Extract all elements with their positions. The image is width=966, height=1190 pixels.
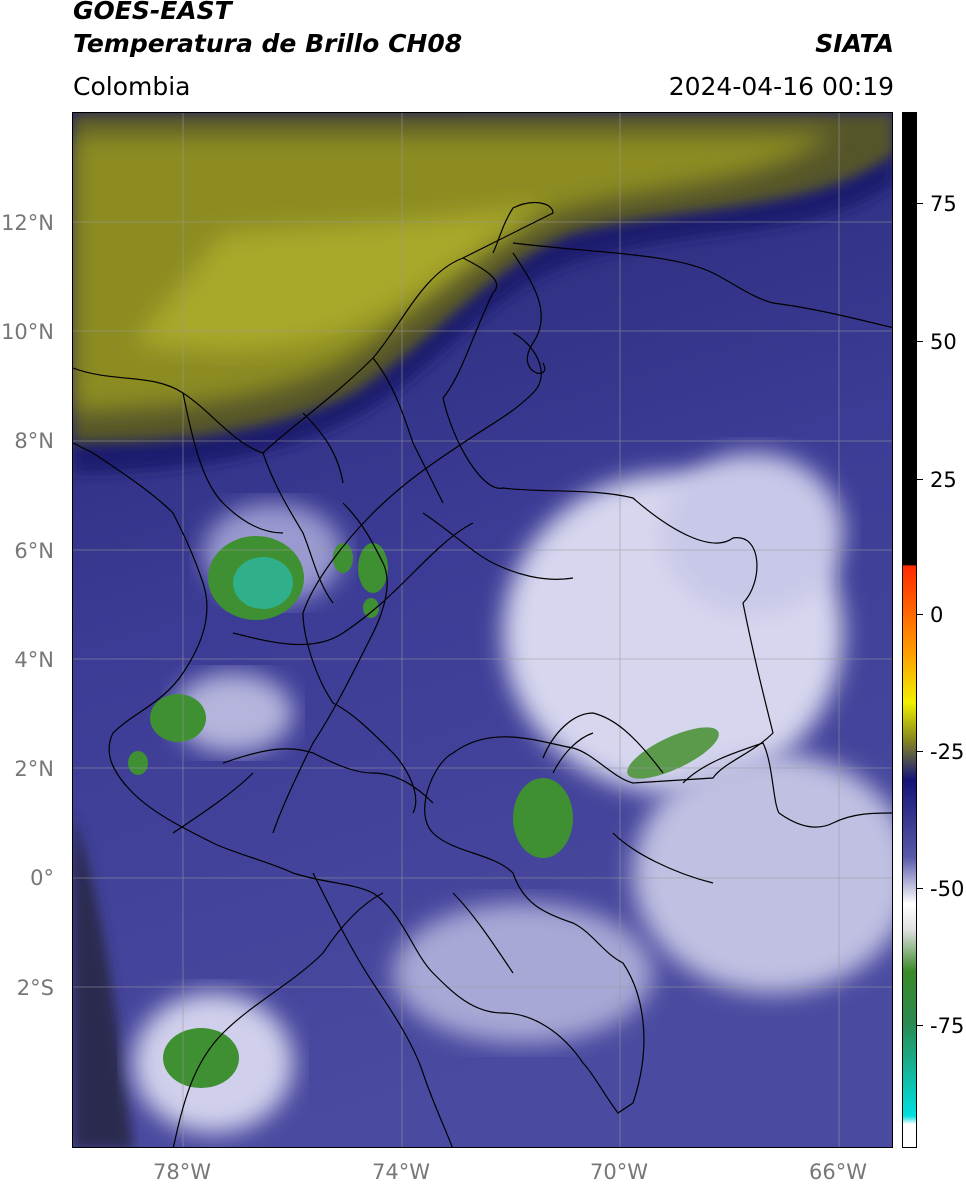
colorbar-tick-mark [917,888,923,889]
lon-tick: 66°W [809,1160,867,1184]
brightness-temperature-field [73,113,892,1147]
lon-tick: 70°W [590,1160,648,1184]
colorbar-tick: 50 [930,330,957,354]
colorbar [902,112,917,1148]
colorbar-tick: -75 [930,1014,965,1038]
lat-tick: 8°N [14,429,54,453]
colorbar-tick-mark [917,751,923,752]
colorbar-tick-mark [917,479,923,480]
colorbar-tick: 0 [930,603,944,627]
lat-tick: 4°N [14,648,54,672]
lat-tick: 10°N [1,320,54,344]
product-subtitle: Temperatura de Brillo CH08 [73,29,463,58]
satellite-map [72,112,893,1148]
organization-label: SIATA [815,29,894,58]
lon-tick: 78°W [153,1160,211,1184]
lat-tick: 12°N [1,211,54,235]
lat-tick: 2°S [16,976,54,1000]
colorbar-gradient [903,113,916,1147]
region-label: Colombia [73,72,191,101]
colorbar-tick: -50 [930,877,965,901]
colorbar-tick-mark [917,341,923,342]
colorbar-tick-mark [917,614,923,615]
lat-tick: 2°N [14,757,54,781]
lat-tick: 0° [30,866,54,890]
country-boundaries [73,201,892,1147]
colorbar-tick-mark [917,203,923,204]
colorbar-tick: 25 [930,468,957,492]
product-title: GOES-EAST [73,0,232,25]
datetime-label: 2024-04-16 00:19 [668,72,894,101]
colorbar-tick: 75 [930,192,957,216]
lat-tick: 6°N [14,539,54,563]
colorbar-tick: -25 [930,740,965,764]
colorbar-tick-mark [917,1025,923,1026]
lon-tick: 74°W [372,1160,430,1184]
